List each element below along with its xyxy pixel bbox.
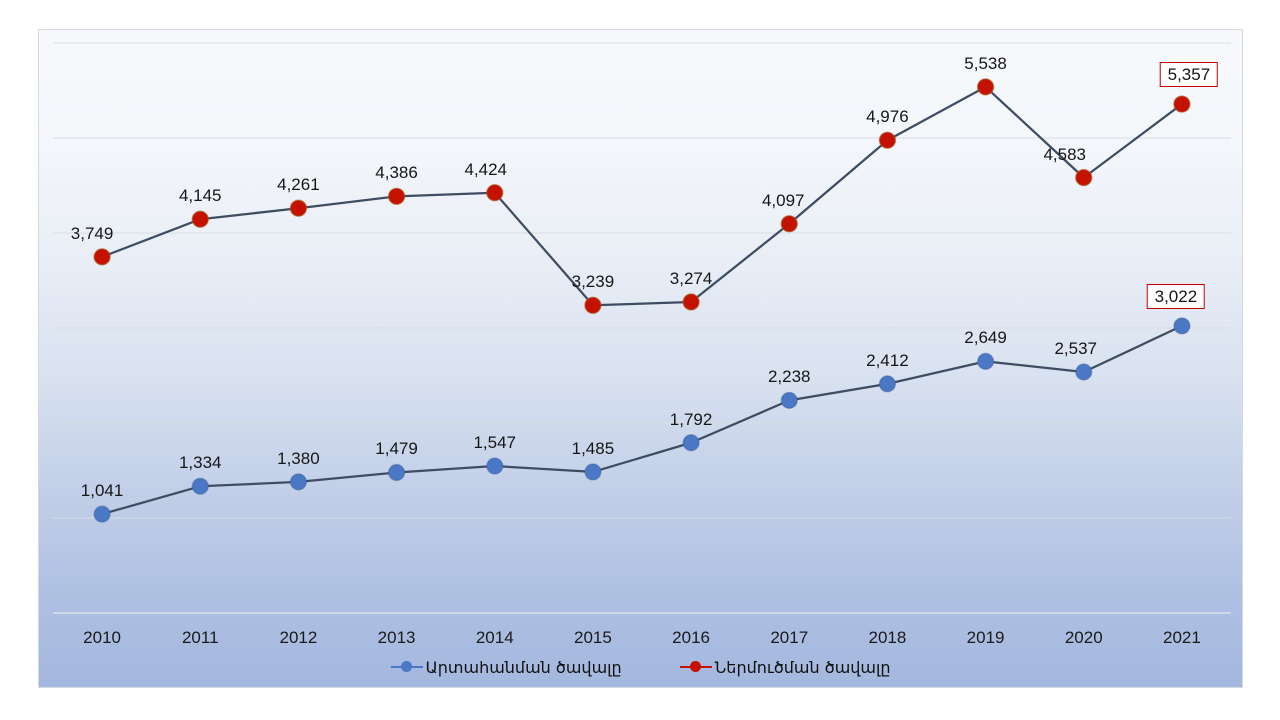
data-point-dot[interactable] [191,210,209,228]
data-point-dot[interactable] [682,434,700,452]
data-point-dot[interactable] [289,199,308,217]
data-point-dot[interactable] [976,352,995,371]
x-axis-label: 2016 [672,628,710,647]
data-point-dot[interactable] [387,187,406,206]
boxed-data-label: 3,022 [1146,283,1206,309]
data-label: 1,792 [669,409,713,429]
data-label: 3,749 [70,223,114,243]
data-point-dot[interactable] [682,293,700,311]
data-label: 4,386 [375,163,418,183]
x-axis-label: 2010 [83,628,121,647]
data-label: 4,097 [761,190,805,210]
data-point-dot[interactable] [780,215,798,233]
data-label: 1,334 [178,453,222,473]
legend-line-dot-icon [390,661,423,673]
legend-item-1[interactable]: Ներմուծման ծավալը [679,657,891,677]
data-label: 2,537 [1054,338,1098,358]
data-point-dot[interactable] [289,473,308,491]
data-label: 2,412 [866,350,909,370]
legend-label: Ներմուծման ծավալը [714,657,891,677]
data-point-dot[interactable] [93,248,111,266]
x-axis-label: 2019 [966,628,1005,647]
data-label: 4,583 [1043,144,1087,164]
x-axis-label: 2021 [1162,628,1201,647]
data-label: 1,485 [571,438,615,458]
x-axis-label: 2014 [475,628,514,647]
legend-dot [689,661,701,672]
data-point-dot[interactable] [1173,317,1191,335]
data-point-dot[interactable] [976,78,995,96]
legend-line-dot-icon [679,661,712,673]
series-line-1 [101,85,1183,307]
legend-item-0[interactable]: Արտահանման ծավալը [390,657,622,677]
data-point-dot[interactable] [1075,168,1093,187]
line-chart-plot [53,42,1231,614]
data-label: 4,424 [464,159,508,179]
x-axis-label: 2015 [573,628,612,647]
data-point-dot[interactable] [191,477,209,495]
data-point-dot[interactable] [93,505,111,523]
x-axis-label: 2018 [868,628,907,647]
boxed-data-label: 5,357 [1159,62,1219,88]
x-axis-label: 2012 [279,628,318,647]
data-point-dot[interactable] [1173,95,1191,113]
legend-label: Արտահանման ծավալը [425,657,622,677]
series-line-0 [101,324,1183,516]
data-label: 3,239 [571,272,615,292]
data-label: 5,538 [964,53,1007,73]
x-axis-label: 2017 [770,628,809,647]
data-point-dot[interactable] [780,391,798,410]
data-label: 4,976 [866,107,909,127]
data-point-dot[interactable] [584,463,602,481]
data-label: 4,145 [178,186,222,206]
data-label: 2,649 [964,328,1007,348]
legend: Արտահանման ծավալը Ներմուծման ծավալը [39,654,1242,680]
data-point-dot[interactable] [878,131,897,149]
data-point-dot[interactable] [486,184,504,202]
data-point-dot[interactable] [1075,363,1093,381]
data-label: 3,274 [669,268,713,288]
data-label: 4,261 [277,175,320,195]
data-point-dot[interactable] [584,296,602,314]
x-axis-label: 2020 [1064,628,1103,647]
data-point-dot[interactable] [387,463,406,482]
chart-area: 1,041 1,334 1,380 1,479 1,547 1,485 1,792 2,238… [38,29,1243,688]
data-label: 2,238 [767,367,811,387]
data-label: 1,547 [473,433,517,453]
data-label: 1,380 [277,448,320,468]
x-axis-label: 2013 [377,628,416,647]
x-axis-label: 2011 [181,628,219,647]
legend-dot [400,661,412,672]
data-label: 1,041 [80,481,124,501]
data-point-dot[interactable] [878,375,897,393]
data-point-dot[interactable] [486,457,504,475]
data-label: 1,479 [375,439,418,459]
